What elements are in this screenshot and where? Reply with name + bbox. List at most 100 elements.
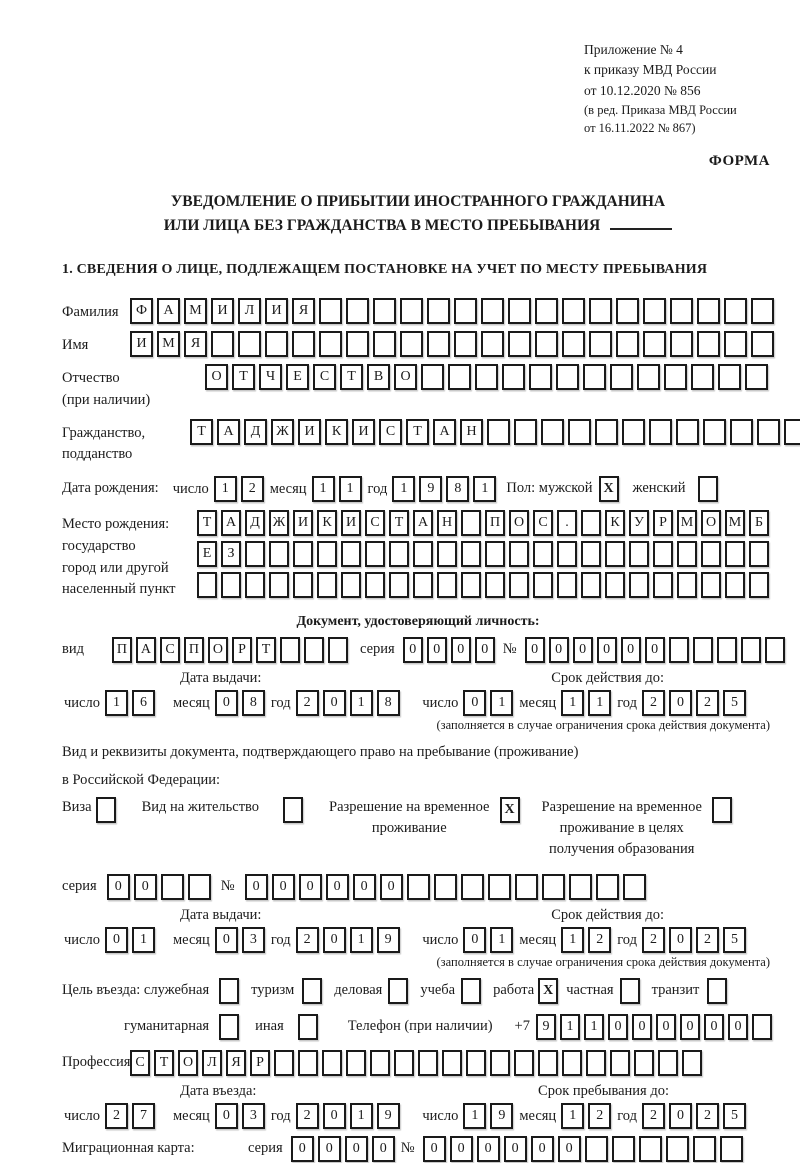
char-box-empty[interactable]: [442, 1050, 462, 1077]
char-box-filled[interactable]: 0: [572, 637, 593, 664]
char-box-empty[interactable]: [557, 572, 577, 599]
char-box-empty[interactable]: [533, 572, 553, 599]
char-box-empty[interactable]: [461, 541, 481, 568]
char-box-filled[interactable]: М: [725, 510, 745, 537]
char-box-empty[interactable]: [611, 1136, 635, 1163]
char-box-empty[interactable]: [589, 298, 612, 325]
char-box-filled[interactable]: Т: [197, 510, 217, 537]
char-box-filled[interactable]: Д: [245, 510, 265, 537]
char-box-empty[interactable]: [454, 298, 477, 325]
char-box-filled[interactable]: 1: [338, 476, 362, 503]
char-box-filled[interactable]: 0: [450, 637, 471, 664]
char-box-filled[interactable]: Л: [238, 298, 261, 325]
char-box-empty[interactable]: [716, 637, 737, 664]
char-box-empty[interactable]: [664, 364, 687, 391]
char-box-empty[interactable]: [751, 331, 774, 358]
char-box-empty[interactable]: [461, 572, 481, 599]
char-box-filled[interactable]: И: [211, 298, 234, 325]
char-box-filled[interactable]: 9: [376, 927, 400, 954]
char-box-filled[interactable]: 0: [244, 874, 268, 901]
char-box-filled[interactable]: 0: [133, 874, 157, 901]
char-box-filled[interactable]: 2: [696, 690, 719, 717]
char-box-empty[interactable]: [238, 331, 261, 358]
char-box-empty[interactable]: [394, 1050, 414, 1077]
char-box-empty[interactable]: [677, 541, 697, 568]
char-box-empty[interactable]: [634, 1050, 654, 1077]
char-box-filled[interactable]: К: [605, 510, 625, 537]
char-box-empty[interactable]: [427, 331, 450, 358]
char-box-filled[interactable]: 1: [104, 690, 128, 717]
char-box-empty[interactable]: [508, 331, 531, 358]
char-box-empty[interactable]: [245, 541, 265, 568]
sex-male-checkbox[interactable]: X: [598, 476, 619, 503]
char-box-filled[interactable]: 0: [322, 1103, 346, 1130]
char-box-filled[interactable]: 0: [322, 690, 346, 717]
char-box-empty[interactable]: [461, 510, 481, 537]
visa-checkbox[interactable]: [95, 796, 116, 823]
char-box-filled[interactable]: И: [130, 331, 153, 358]
char-box-empty[interactable]: [413, 572, 433, 599]
char-box-filled[interactable]: 1: [561, 690, 585, 717]
char-box-filled[interactable]: Ч: [259, 364, 282, 391]
char-box-empty[interactable]: [481, 331, 504, 358]
char-box-filled[interactable]: И: [265, 298, 288, 325]
char-box-empty[interactable]: [764, 637, 785, 664]
char-box-empty[interactable]: [589, 331, 612, 358]
char-box-filled[interactable]: 0: [214, 927, 238, 954]
char-box-filled[interactable]: А: [221, 510, 241, 537]
char-box-empty[interactable]: [622, 418, 645, 445]
char-box-filled[interactable]: Р: [653, 510, 673, 537]
char-box-empty[interactable]: [605, 572, 625, 599]
char-box-empty[interactable]: [637, 364, 660, 391]
char-box-empty[interactable]: [487, 874, 511, 901]
char-box-empty[interactable]: [557, 541, 577, 568]
char-box-filled[interactable]: 2: [642, 690, 665, 717]
char-box-filled[interactable]: О: [207, 637, 228, 664]
char-box-filled[interactable]: 0: [379, 874, 403, 901]
char-box-filled[interactable]: П: [485, 510, 505, 537]
char-box-filled[interactable]: М: [157, 331, 180, 358]
char-box-filled[interactable]: Т: [340, 364, 363, 391]
char-box-empty[interactable]: [373, 331, 396, 358]
char-box-empty[interactable]: [490, 1050, 510, 1077]
char-box-empty[interactable]: [269, 541, 289, 568]
char-box-filled[interactable]: 3: [241, 1103, 265, 1130]
char-box-filled[interactable]: Л: [202, 1050, 222, 1077]
char-box-empty[interactable]: [298, 1050, 318, 1077]
char-box-filled[interactable]: 1: [588, 690, 612, 717]
char-box-filled[interactable]: 0: [524, 637, 545, 664]
char-box-empty[interactable]: [581, 572, 601, 599]
char-box-empty[interactable]: [319, 331, 342, 358]
char-box-empty[interactable]: [701, 572, 721, 599]
char-box-filled[interactable]: Т: [232, 364, 255, 391]
purpose-business-checkbox[interactable]: [388, 978, 409, 1005]
char-box-empty[interactable]: [719, 1136, 743, 1163]
char-box-filled[interactable]: С: [533, 510, 553, 537]
char-box-empty[interactable]: [346, 1050, 366, 1077]
char-box-empty[interactable]: [187, 874, 211, 901]
char-box-filled[interactable]: И: [341, 510, 361, 537]
char-box-filled[interactable]: 1: [349, 1103, 373, 1130]
char-box-empty[interactable]: [341, 541, 361, 568]
char-box-filled[interactable]: 0: [214, 690, 238, 717]
char-box-filled[interactable]: У: [629, 510, 649, 537]
char-box-filled[interactable]: К: [325, 418, 348, 445]
char-box-filled[interactable]: 1: [561, 927, 585, 954]
char-box-empty[interactable]: [584, 1136, 608, 1163]
char-box-empty[interactable]: [653, 541, 673, 568]
char-box-empty[interactable]: [346, 331, 369, 358]
char-box-filled[interactable]: 9: [535, 1014, 556, 1041]
char-box-empty[interactable]: [692, 1136, 716, 1163]
char-box-filled[interactable]: 0: [530, 1136, 554, 1163]
residence-permit-checkbox[interactable]: [283, 796, 304, 823]
char-box-filled[interactable]: О: [205, 364, 228, 391]
char-box-empty[interactable]: [365, 541, 385, 568]
char-box-empty[interactable]: [481, 298, 504, 325]
char-box-empty[interactable]: [581, 510, 601, 537]
sex-female-checkbox[interactable]: [697, 476, 718, 503]
char-box-filled[interactable]: З: [221, 541, 241, 568]
char-box-empty[interactable]: [508, 298, 531, 325]
char-box-filled[interactable]: 0: [290, 1136, 314, 1163]
char-box-filled[interactable]: 0: [352, 874, 376, 901]
char-box-filled[interactable]: О: [509, 510, 529, 537]
